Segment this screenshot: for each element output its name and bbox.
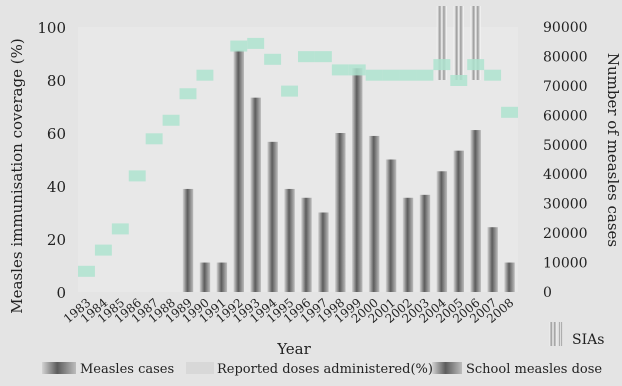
marker-coverage-1997: [314, 51, 332, 63]
bar-measles-cases-2004: [436, 171, 448, 292]
marker-coverage-2002: [399, 69, 417, 81]
right-tick-label-30000: 30000: [543, 197, 588, 213]
sia-legend-swatch-2: [558, 322, 563, 346]
y-axis-label-left: Measles immunisation coverage (%): [8, 38, 26, 313]
right-tick-label-20000: 20000: [543, 226, 588, 242]
bar-measles-cases-2005: [453, 150, 465, 292]
bar-measles-cases-2006: [470, 130, 481, 292]
coverage-markers: [78, 37, 518, 277]
bar-measles-cases-2007: [487, 227, 498, 292]
marker-coverage-2007: [484, 69, 502, 81]
measles-cases-bars: [182, 50, 515, 293]
x-axis: 1983198419851986198719881989199019911992…: [61, 295, 516, 326]
marker-coverage-1990: [196, 69, 214, 81]
left-tick-label-100: 100: [37, 19, 66, 37]
marker-coverage-1998: [331, 64, 349, 76]
marker-coverage-1985: [111, 223, 129, 235]
bar-measles-cases-1997: [318, 212, 329, 292]
marker-coverage-1986: [128, 170, 146, 182]
left-tick-label-20: 20: [47, 231, 66, 249]
left-tick-label-0: 0: [56, 284, 66, 302]
right-tick-label-50000: 50000: [543, 138, 588, 154]
right-tick-label-90000: 90000: [543, 20, 588, 36]
marker-coverage-1988: [162, 114, 180, 126]
plot-background: [78, 27, 518, 292]
marker-coverage-2004: [433, 59, 451, 71]
sia-marker-2006: [470, 6, 481, 80]
plot-area: [78, 27, 518, 292]
bar-measles-cases-1995: [284, 188, 295, 292]
bar-measles-cases-1993: [250, 97, 261, 293]
marker-coverage-2001: [382, 69, 400, 81]
bar-measles-cases-1990: [199, 262, 211, 292]
sia-marker-2004: [436, 6, 447, 80]
marker-coverage-1994: [264, 53, 282, 65]
marker-coverage-1987: [145, 133, 163, 145]
marker-coverage-2008: [501, 106, 518, 118]
bar-measles-cases-1999: [351, 68, 363, 292]
marker-coverage-1989: [179, 88, 197, 100]
bar-measles-cases-1998: [335, 133, 346, 292]
marker-coverage-1992: [230, 40, 248, 52]
marker-coverage-2005: [450, 75, 468, 86]
sia-legend-swatch: [549, 322, 557, 346]
sia-marker-2005: [453, 6, 464, 80]
bar-measles-cases-1989: [182, 188, 194, 292]
right-tick-label-60000: 60000: [543, 108, 588, 124]
marker-coverage-2003: [416, 69, 434, 81]
sia-legend-label: SIAs: [572, 332, 604, 348]
left-tick-label-40: 40: [47, 178, 66, 196]
marker-coverage-2006: [467, 59, 485, 71]
x-axis-label: Year: [276, 340, 311, 358]
bar-measles-cases-2001: [385, 159, 397, 292]
bar-measles-cases-1994: [267, 141, 278, 292]
bar-measles-cases-2008: [504, 262, 515, 292]
sia-legend: SIAs: [549, 322, 604, 348]
legend-swatch-coverage: [186, 362, 214, 374]
left-tick-label-80: 80: [47, 72, 66, 90]
right-tick-label-0: 0: [543, 285, 552, 301]
right-tick-label-10000: 10000: [543, 256, 588, 272]
bar-measles-cases-1996: [301, 197, 312, 292]
left-axis: 0 20 40 60 80 100: [37, 19, 66, 302]
bar-measles-cases-1991: [216, 262, 228, 292]
legend: Measles cases Reported doses administere…: [42, 362, 602, 377]
y-axis-label-right: Number of measles cases: [604, 53, 622, 247]
right-axis: 0 10000 20000 30000 40000 50000 60000 70000 8000…: [543, 20, 588, 301]
bar-measles-cases-2003: [419, 194, 431, 292]
bar-measles-cases-2000: [368, 135, 380, 292]
marker-coverage-1984: [94, 244, 112, 256]
right-tick-label-40000: 40000: [543, 167, 588, 183]
bar-measles-cases-2002: [402, 197, 414, 292]
marker-coverage-1983: [78, 265, 95, 277]
marker-coverage-1996: [298, 51, 315, 63]
legend-swatch-school-dose: [432, 362, 462, 374]
legend-label-measles-cases: Measles cases: [80, 362, 174, 377]
legend-swatch-measles-cases: [42, 362, 76, 374]
marker-coverage-1993: [247, 37, 265, 49]
legend-label-coverage: Reported doses administered(%): [217, 362, 433, 377]
marker-coverage-2000: [365, 69, 383, 81]
right-tick-label-70000: 70000: [543, 79, 588, 95]
legend-label-school-dose: School measles dose: [466, 362, 602, 377]
sia-markers: [436, 6, 481, 80]
right-tick-label-80000: 80000: [543, 49, 588, 65]
left-tick-label-60: 60: [47, 125, 66, 143]
marker-coverage-1999: [348, 64, 366, 76]
marker-coverage-1995: [281, 85, 298, 97]
bar-measles-cases-1992: [233, 50, 245, 292]
